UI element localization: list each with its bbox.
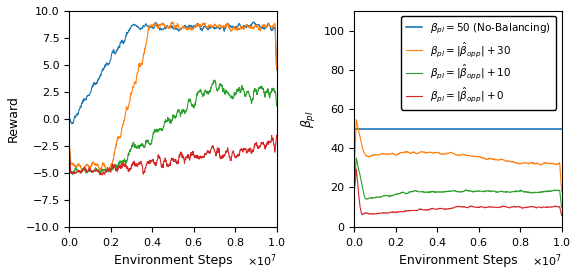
X-axis label: Environment Steps: Environment Steps: [114, 254, 232, 267]
$\beta_{pl} = |\hat{\beta}_{opp}| + 0$: [372, 212, 379, 215]
$\beta_{pl} = |\hat{\beta}_{opp}| + 0$: [442, 208, 449, 211]
$\beta_{pl} = |\hat{\beta}_{opp}| + 30$: [516, 162, 523, 166]
$\beta_{pl} = |\hat{\beta}_{opp}| + 0$: [353, 168, 360, 171]
Y-axis label: $\beta_{pl}$: $\beta_{pl}$: [300, 110, 318, 128]
$\beta_{pl} = |\hat{\beta}_{opp}| + 10$: [372, 195, 379, 199]
$\beta_{pl} = |\hat{\beta}_{opp}| + 0$: [351, 191, 358, 195]
$\beta_{pl} = |\hat{\beta}_{opp}| + 10$: [516, 190, 523, 193]
$\beta_{pl} = |\hat{\beta}_{opp}| + 30$: [372, 153, 379, 156]
Line: $\beta_{pl} = |\hat{\beta}_{opp}| + 0$: $\beta_{pl} = |\hat{\beta}_{opp}| + 0$: [354, 169, 562, 216]
$\beta_{pl} = |\hat{\beta}_{opp}| + 30$: [558, 190, 565, 193]
$\beta_{pl} = |\hat{\beta}_{opp}| + 30$: [513, 161, 520, 165]
$\beta_{pl} = |\hat{\beta}_{opp}| + 30$: [435, 152, 442, 155]
$\beta_{pl} = |\hat{\beta}_{opp}| + 10$: [494, 190, 501, 193]
$\beta_{pl} = 50$ (No-Balancing): [351, 127, 358, 130]
$\beta_{pl} = 50$ (No-Balancing): [513, 127, 520, 130]
$\beta_{pl} = |\hat{\beta}_{opp}| + 0$: [516, 205, 523, 209]
$\beta_{pl} = |\hat{\beta}_{opp}| + 10$: [442, 190, 449, 193]
$\beta_{pl} = |\hat{\beta}_{opp}| + 30$: [442, 152, 449, 155]
$\beta_{pl} = |\hat{\beta}_{opp}| + 10$: [513, 189, 520, 193]
$\beta_{pl} = 50$ (No-Balancing): [493, 127, 500, 130]
$\beta_{pl} = |\hat{\beta}_{opp}| + 0$: [558, 214, 565, 217]
$\beta_{pl} = 50$ (No-Balancing): [516, 127, 523, 130]
$\beta_{pl} = |\hat{\beta}_{opp}| + 0$: [435, 207, 442, 210]
$\beta_{pl} = |\hat{\beta}_{opp}| + 30$: [494, 158, 501, 161]
$\beta_{pl} = 50$ (No-Balancing): [372, 127, 379, 130]
$\beta_{pl} = 50$ (No-Balancing): [435, 127, 442, 130]
$\beta_{pl} = 50$ (No-Balancing): [442, 127, 449, 130]
Legend: $\beta_{pl} = 50$ (No-Balancing), $\beta_{pl} = |\hat{\beta}_{opp}| + 30$, $\bet: $\beta_{pl} = 50$ (No-Balancing), $\beta…: [401, 16, 557, 110]
Line: $\beta_{pl} = |\hat{\beta}_{opp}| + 10$: $\beta_{pl} = |\hat{\beta}_{opp}| + 10$: [354, 158, 562, 207]
$\beta_{pl} = |\hat{\beta}_{opp}| + 30$: [353, 118, 360, 121]
$\beta_{pl} = |\hat{\beta}_{opp}| + 10$: [435, 190, 442, 193]
$\beta_{pl} = |\hat{\beta}_{opp}| + 30$: [351, 169, 358, 172]
$\beta_{pl} = 50$ (No-Balancing): [558, 127, 565, 130]
$\beta_{pl} = |\hat{\beta}_{opp}| + 0$: [513, 205, 520, 209]
Line: $\beta_{pl} = |\hat{\beta}_{opp}| + 30$: $\beta_{pl} = |\hat{\beta}_{opp}| + 30$: [354, 120, 562, 191]
X-axis label: Environment Steps: Environment Steps: [399, 254, 517, 267]
Y-axis label: Reward: Reward: [7, 95, 20, 142]
$\beta_{pl} = |\hat{\beta}_{opp}| + 10$: [351, 189, 358, 192]
$\beta_{pl} = |\hat{\beta}_{opp}| + 0$: [494, 206, 501, 209]
$\beta_{pl} = |\hat{\beta}_{opp}| + 10$: [558, 205, 565, 209]
$\beta_{pl} = |\hat{\beta}_{opp}| + 10$: [353, 156, 360, 160]
